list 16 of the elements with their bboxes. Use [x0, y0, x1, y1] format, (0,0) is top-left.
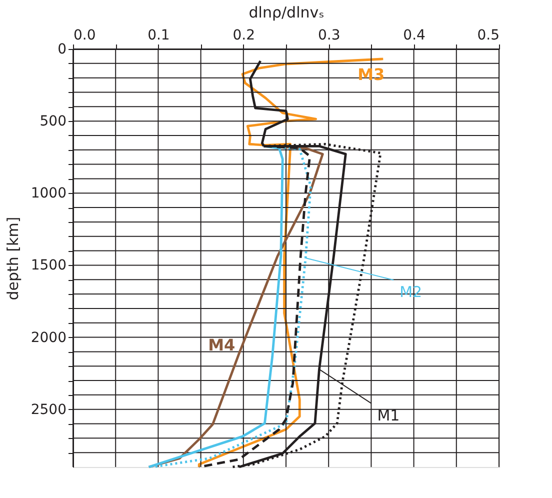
y-tick-label: 1000 [30, 186, 66, 202]
text: M1 [377, 406, 400, 424]
y-tick-label: 1500 [30, 258, 66, 274]
y-axis-title: depth [km] [4, 216, 22, 300]
x-tick-label: 0.4 [403, 28, 426, 44]
x-tick-label: 0.2 [232, 28, 256, 44]
series-label: M4 [208, 335, 236, 354]
y-tick-label: 2000 [30, 330, 66, 346]
x-tick-label: 0.0 [74, 28, 96, 44]
x-tick-label: 0.5 [477, 28, 500, 44]
x-axis-title: dlnρ/dlnvₛ [248, 4, 324, 22]
x-tick-label: 0.3 [318, 28, 340, 44]
y-tick-label: 0 [58, 42, 66, 58]
y-tick-label: 500 [40, 114, 66, 130]
y-tick-label: 2500 [30, 402, 66, 418]
x-tick-label: 0.1 [148, 28, 170, 44]
